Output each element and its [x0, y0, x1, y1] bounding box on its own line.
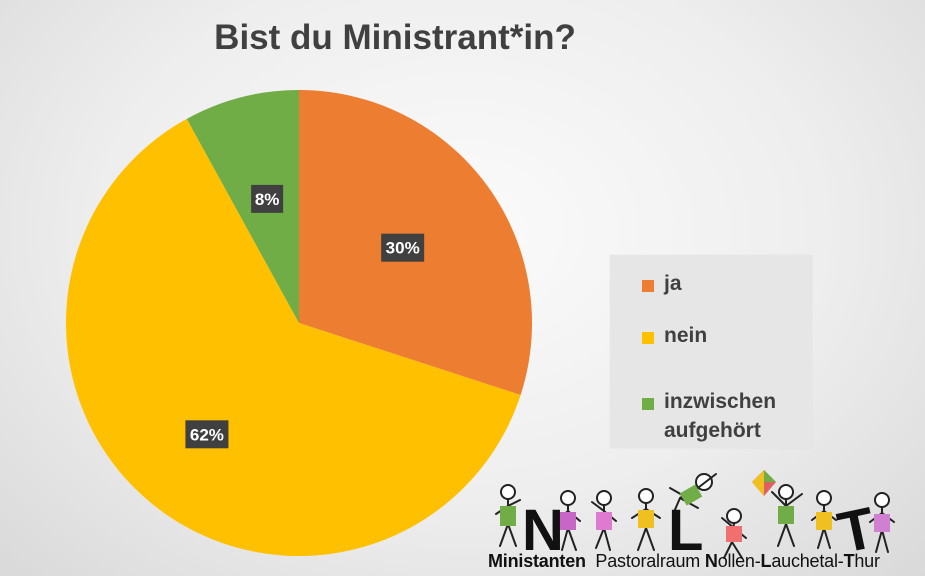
legend-swatch-inzwischen — [642, 398, 654, 410]
chart-title: Bist du Ministrant*in? — [214, 18, 576, 57]
legend-label-ja: ja — [664, 272, 682, 295]
legend-swatch-ja — [642, 280, 654, 292]
logo-caption-pastoralraum: Pastoralraum — [595, 551, 701, 571]
legend-swatch-nein — [642, 332, 654, 344]
logo-letter-l: L — [668, 498, 703, 563]
logo-caption-m: M — [488, 551, 503, 571]
pie-slice-nein — [66, 118, 521, 556]
logo-caption-t: T — [843, 551, 855, 571]
logo-caption-inistanten: inistanten — [502, 551, 586, 571]
logo-caption: Ministanten Pastoralraum Nollen-Laucheta… — [488, 551, 880, 572]
data-label-text-ja: 30% — [386, 239, 420, 258]
data-label-ja: 30% — [381, 233, 425, 262]
logo-caption-auchetal: auchetal- — [771, 551, 844, 571]
logo-caption-l: L — [760, 551, 772, 571]
logo-letter-n: N — [522, 498, 564, 563]
data-label-text-inzwischen: 8% — [255, 190, 280, 209]
logo-ministranten-nlt: N L T — [495, 470, 895, 566]
legend-item-ja: ja — [610, 269, 812, 298]
legend-item-nein: nein — [610, 321, 812, 350]
data-label-box-nein — [185, 420, 229, 449]
logo-caption-n: N — [704, 551, 718, 571]
data-label-box-ja — [381, 233, 425, 262]
data-label-box-inzwischen — [251, 184, 284, 213]
pie-slice-inzwischen — [186, 90, 299, 323]
chart-legend: ja nein inzwischen aufgehört — [610, 255, 812, 448]
logo-caption-ollen: ollen- — [717, 551, 761, 571]
data-label-text-nein: 62% — [190, 425, 224, 444]
legend-item-inzwischen: inzwischen aufgehört — [610, 387, 812, 445]
data-label-inzwischen: 8% — [251, 184, 284, 213]
logo-caption-hur: hur — [854, 551, 880, 571]
legend-label-nein: nein — [664, 324, 708, 347]
legend-label-inzwischen: inzwischen aufgehört — [664, 390, 777, 442]
data-label-nein: 62% — [185, 420, 229, 449]
